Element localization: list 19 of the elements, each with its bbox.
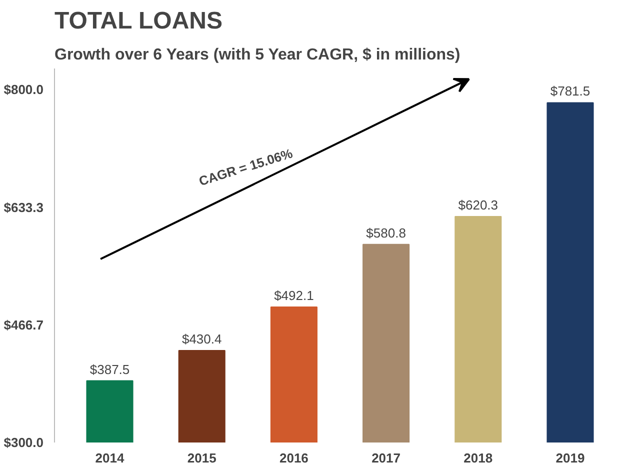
chart-title: TOTAL LOANS bbox=[54, 8, 222, 34]
x-tick-label: 2015 bbox=[187, 450, 216, 466]
data-label: $620.3 bbox=[458, 197, 498, 212]
x-tick-label: 2018 bbox=[464, 450, 493, 466]
y-tick-label: $300.0 bbox=[4, 435, 44, 450]
data-label: $580.8 bbox=[366, 225, 406, 240]
data-label: $492.1 bbox=[274, 288, 314, 303]
data-label: $387.5 bbox=[90, 362, 130, 377]
y-tick-label: $633.3 bbox=[4, 200, 44, 215]
y-tick-label: $466.7 bbox=[4, 317, 44, 332]
annotation: CAGR = 15.06% bbox=[197, 146, 295, 189]
data-label: $430.4 bbox=[182, 331, 222, 346]
x-tick-label: 2019 bbox=[556, 450, 585, 466]
x-tick-label: 2016 bbox=[279, 450, 308, 466]
data-label: $781.5 bbox=[550, 84, 590, 99]
x-tick-label: 2017 bbox=[372, 450, 401, 466]
y-tick-label: $800.0 bbox=[4, 82, 44, 98]
x-tick-label: 2014 bbox=[95, 450, 125, 466]
chart-subtitle: Growth over 6 Years (with 5 Year CAGR, $ in millions) bbox=[54, 46, 460, 64]
